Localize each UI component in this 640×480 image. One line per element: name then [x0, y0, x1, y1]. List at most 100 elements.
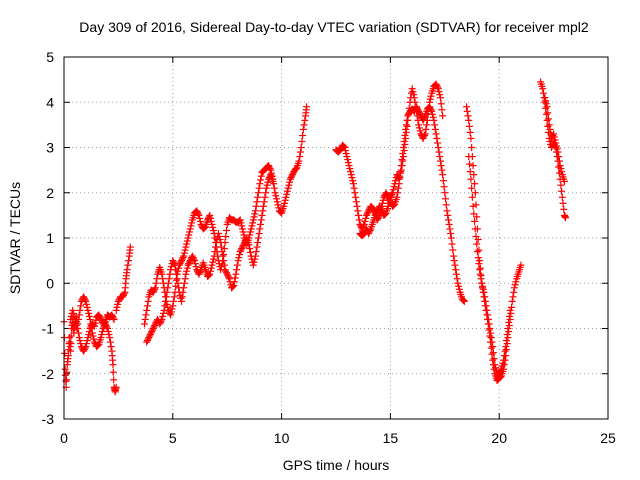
data-point: [490, 355, 498, 363]
data-point: [257, 216, 265, 224]
data-point: [148, 326, 156, 334]
data-point: [558, 168, 566, 176]
data-point: [143, 302, 151, 310]
data-point: [263, 181, 271, 189]
data-point: [221, 266, 229, 274]
data-point: [483, 306, 491, 314]
data-point: [185, 228, 193, 236]
x-tick-label: 25: [600, 430, 616, 446]
data-point: [87, 320, 95, 328]
data-point: [363, 210, 371, 218]
data-point: [180, 279, 188, 287]
data-point: [270, 184, 278, 192]
data-point: [434, 85, 442, 93]
plot-frame: [63, 56, 609, 420]
data-point: [106, 338, 114, 346]
data-point: [83, 337, 91, 345]
data-point: [105, 331, 113, 339]
x-tick-label: 20: [491, 430, 507, 446]
data-point: [84, 306, 92, 314]
data-point: [510, 288, 518, 296]
data-point: [349, 177, 357, 185]
data-point: [236, 251, 244, 259]
data-point: [149, 288, 157, 296]
data-point: [273, 195, 281, 203]
data-point: [346, 165, 354, 173]
data-point: [398, 156, 406, 164]
data-point: [480, 288, 488, 296]
y-tick-label: -1: [42, 321, 55, 337]
data-point: [206, 270, 214, 278]
data-point: [114, 300, 122, 308]
data-point: [345, 162, 353, 170]
data-point: [489, 349, 497, 357]
data-point: [476, 257, 484, 265]
data-point: [158, 315, 166, 323]
data-point: [119, 291, 127, 299]
data-point: [64, 352, 72, 360]
data-point: [399, 157, 407, 165]
data-point: [151, 285, 159, 293]
data-point: [265, 162, 273, 170]
data-point: [486, 332, 494, 340]
data-point: [486, 325, 494, 332]
data-point: [69, 309, 77, 317]
data-point: [193, 207, 201, 215]
data-point: [262, 184, 270, 192]
chart-title: Day 309 of 2016, Sidereal Day-to-day VTE…: [79, 19, 589, 35]
data-point: [96, 312, 104, 320]
x-axis-label: GPS time / hours: [283, 457, 390, 473]
data-point: [61, 349, 69, 357]
data-point: [484, 311, 492, 319]
data-point: [223, 270, 231, 278]
data-point: [220, 251, 228, 259]
data-point: [365, 207, 373, 215]
data-point: [246, 245, 254, 253]
data-point: [366, 226, 374, 234]
data-point: [107, 343, 115, 351]
data-point: [403, 122, 411, 130]
data-point: [414, 116, 422, 124]
data-point: [509, 293, 517, 301]
data-point: [502, 337, 510, 345]
data-point: [90, 335, 98, 343]
data-point: [205, 213, 213, 221]
data-point: [423, 116, 431, 124]
data-point: [76, 337, 84, 345]
data-point: [180, 252, 188, 260]
data-point: [167, 308, 175, 316]
data-point: [261, 193, 269, 201]
data-point: [250, 213, 258, 221]
data-point: [508, 303, 516, 311]
data-point: [499, 359, 507, 367]
data-point: [148, 328, 156, 336]
data-point: [75, 315, 83, 323]
data-point: [436, 91, 444, 99]
data-point: [542, 110, 550, 118]
data-point: [74, 320, 82, 328]
data-point: [254, 193, 262, 201]
data-point: [482, 302, 490, 310]
data-point: [504, 325, 512, 332]
data-point: [433, 82, 441, 90]
data-point: [205, 271, 213, 279]
data-point: [450, 257, 458, 265]
data-point: [104, 328, 112, 336]
data-point: [86, 315, 94, 323]
data-point: [292, 165, 300, 173]
data-point: [296, 148, 304, 156]
data-point: [151, 321, 159, 329]
data-point: [347, 168, 355, 176]
data-point: [510, 284, 518, 292]
data-point: [161, 302, 169, 310]
data-point: [237, 219, 245, 227]
data-point: [257, 172, 265, 180]
data-point: [170, 260, 178, 268]
data-point: [200, 224, 208, 232]
data-point: [481, 297, 489, 305]
data-point: [394, 184, 402, 192]
data-point: [476, 264, 484, 272]
data-point: [467, 134, 475, 142]
data-point: [388, 190, 396, 198]
data-point: [301, 116, 309, 124]
